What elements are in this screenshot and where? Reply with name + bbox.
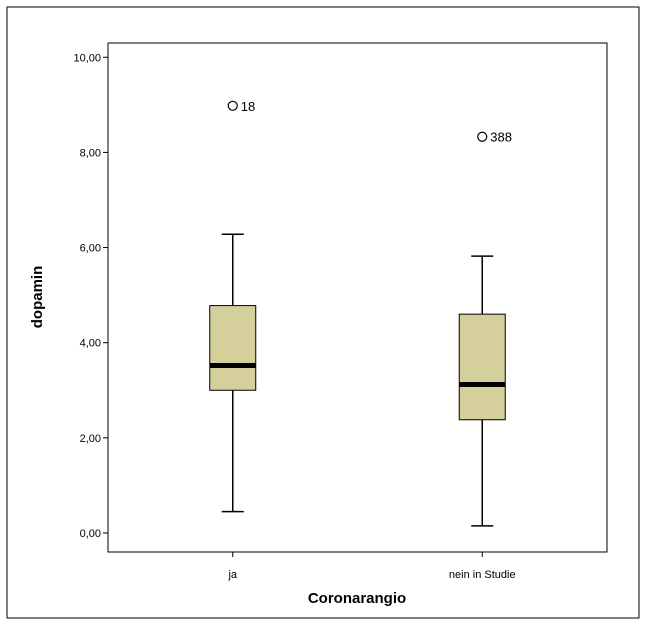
outlier-label: 18 xyxy=(241,99,255,114)
x-tick-label: ja xyxy=(227,569,237,581)
y-tick-label: 10,00 xyxy=(73,52,101,64)
box-series: 18 388 xyxy=(209,99,512,527)
box-group: 388 xyxy=(458,130,512,527)
y-tick-label: 8,00 xyxy=(80,147,101,159)
box-group: 18 xyxy=(209,99,257,513)
x-tick-label: nein in Studie xyxy=(449,569,516,581)
x-axis: ja nein in Studie xyxy=(227,552,516,581)
outer-frame xyxy=(6,6,640,619)
outlier-label: 388 xyxy=(490,130,512,145)
y-tick-label: 4,00 xyxy=(80,338,101,350)
y-tick-label: 2,00 xyxy=(80,433,101,445)
y-tick-label: 6,00 xyxy=(80,243,101,255)
y-axis-title: dopamin xyxy=(29,266,46,329)
iqr-box xyxy=(209,305,257,391)
x-axis-title: Coronarangio xyxy=(308,590,406,607)
outlier-point xyxy=(227,100,238,111)
y-axis: 0,00 2,00 4,00 6,00 8,00 10,00 xyxy=(73,52,108,540)
plot-area-frame xyxy=(107,42,608,553)
outlier-point xyxy=(477,131,488,142)
iqr-box xyxy=(458,313,506,421)
y-tick-label: 0,00 xyxy=(80,528,101,540)
